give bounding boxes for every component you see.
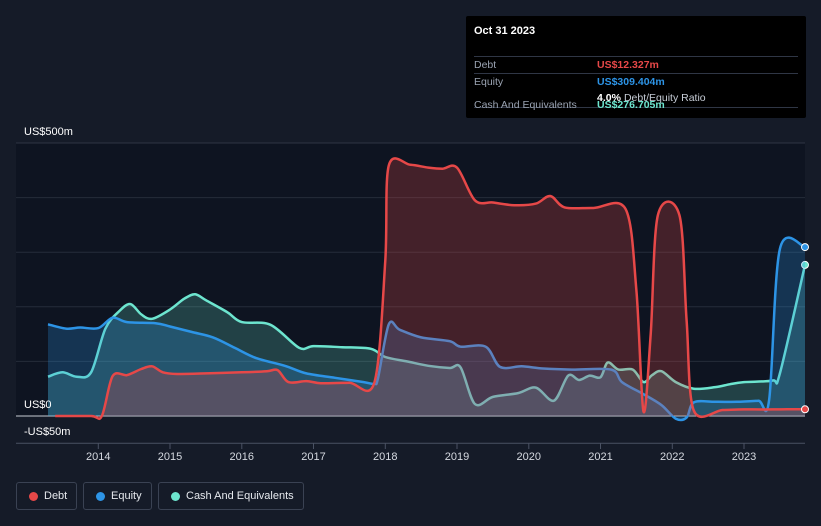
tooltip-row-ratio: 4.0% Debt/Equity Ratio [474, 90, 798, 107]
x-tick-label: 2020 [517, 451, 541, 463]
tooltip-ratio: 4.0% Debt/Equity Ratio [597, 92, 706, 104]
tooltip-row-debt: Debt US$12.327m [474, 56, 798, 74]
series-line-debt[interactable] [55, 157, 805, 421]
legend-item-debt[interactable]: Debt [16, 482, 77, 510]
series-area-cash-and-equivalents [48, 264, 805, 416]
tooltip-equity-value: US$309.404m [597, 76, 665, 88]
y-label-zero: US$0 [24, 399, 52, 411]
x-tick-label: 2014 [86, 451, 110, 463]
tooltip-ratio-value: 4.0% [597, 92, 621, 104]
legend-cash-label: Cash And Equivalents [186, 490, 294, 502]
tooltip-date: Oct 31 2023 [474, 25, 536, 37]
series-end-point-debt[interactable] [801, 405, 809, 414]
series-area-debt [55, 158, 805, 419]
tooltip-equity-label: Equity [474, 76, 504, 88]
plot-highlight [16, 143, 805, 416]
legend-debt-label: Debt [44, 490, 68, 502]
y-label-min: -US$50m [24, 426, 70, 438]
x-tick-label: 2023 [732, 451, 756, 463]
y-label-max: US$500m [24, 126, 73, 138]
tooltip-cash-value: US$276.705m [597, 99, 665, 111]
series-line-cash-and-equivalents[interactable] [47, 264, 807, 407]
tooltip-panel: Oct 31 2023 Debt US$12.327m Equity US$30… [466, 16, 806, 118]
legend-item-equity[interactable]: Equity [83, 482, 152, 510]
series-end-point-equity[interactable] [801, 243, 809, 252]
tooltip-ratio-label: Debt/Equity Ratio [623, 92, 706, 104]
x-tick-label: 2015 [158, 451, 182, 463]
x-axis: 2014 2015 2016 2017 2018 2019 2020 2021 2022 2023 [86, 443, 756, 463]
tooltip-row-cash: Cash And Equivalents US$276.705m [474, 99, 798, 119]
x-tick-label: 2017 [301, 451, 325, 463]
tooltip-cash-label: Cash And Equivalents [474, 99, 577, 111]
legend-cash-dot-icon [171, 492, 180, 501]
series-end-point-cash-and-equivalents[interactable] [801, 260, 809, 269]
x-tick-label: 2016 [230, 451, 254, 463]
legend-item-cash[interactable]: Cash And Equivalents [158, 482, 304, 510]
x-tick-label: 2022 [660, 451, 684, 463]
series-area-equity [48, 237, 805, 420]
x-tick-label: 2018 [373, 451, 397, 463]
tooltip-row-equity: Equity US$309.404m [474, 73, 798, 91]
tooltip-debt-label: Debt [474, 59, 497, 71]
legend-equity-dot-icon [96, 492, 105, 501]
legend-debt-dot-icon [29, 492, 38, 501]
legend-equity-label: Equity [111, 490, 142, 502]
tooltip-debt-value: US$12.327m [597, 59, 659, 71]
series-layer [47, 157, 809, 422]
x-tick-label: 2021 [588, 451, 612, 463]
x-tick-label: 2019 [445, 451, 469, 463]
